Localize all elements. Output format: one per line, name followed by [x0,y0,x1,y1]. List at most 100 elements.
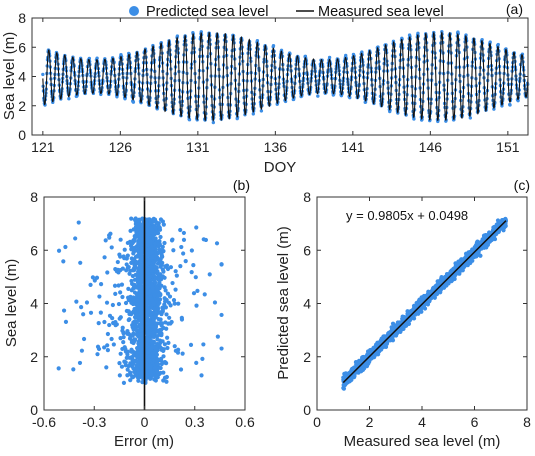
error-point [125,352,130,357]
error-point [147,357,152,363]
error-point [73,236,78,241]
predicted-point [99,92,103,97]
panel-b-ytick-label: 0 [30,402,38,418]
error-point [164,379,169,384]
error-point [163,264,168,269]
panel-b-ytick-label: 2 [30,349,38,365]
error-point [153,264,158,270]
error-point [149,226,154,232]
error-point [121,335,126,340]
error-point [107,322,112,328]
error-point [94,275,100,280]
error-point [144,227,149,233]
error-point [166,300,172,305]
error-point [157,280,162,286]
error-point [121,340,126,345]
legend-predicted-label: Predicted sea level [146,4,269,20]
predicted-vs-measured-point [430,286,436,291]
predicted-point [187,118,192,122]
panel-c-plot-area [341,216,508,391]
predicted-point [348,95,352,100]
predicted-point [316,94,320,98]
predicted-vs-measured-point [404,323,409,328]
error-point [98,282,104,287]
error-point [148,239,153,244]
error-point [170,237,175,242]
predicted-vs-measured-point [451,266,456,271]
error-point [135,355,140,360]
predicted-vs-measured-point [386,330,392,335]
error-point [147,368,152,374]
error-point [159,327,164,332]
panel-a-xtick-label: 151 [496,139,520,155]
error-point [76,220,81,225]
panel-a-xtick-label: 136 [264,139,288,155]
error-point [149,303,154,308]
error-point [164,374,169,380]
predicted-vs-measured-point [495,222,500,228]
error-point [133,372,139,377]
error-point [104,300,110,305]
predicted-point [175,34,180,38]
error-point [150,324,155,329]
error-point [160,244,165,249]
predicted-vs-measured-point [465,263,470,268]
panel-a-ytick-label: 2 [18,98,26,114]
error-point [105,270,110,275]
panel-a-ytick-label: 4 [18,69,26,85]
error-point [150,254,155,259]
error-point [155,357,160,362]
error-point [131,257,137,262]
error-point [195,288,200,293]
error-point [117,373,122,378]
error-point [155,231,161,236]
error-point [150,289,155,294]
error-point [79,348,85,353]
error-point [155,337,160,342]
error-point [194,360,199,365]
error-point [144,280,150,285]
error-point [146,329,152,334]
error-point [118,351,123,356]
panel-b-ytick-label: 6 [30,242,38,258]
error-point [153,321,158,326]
error-point [135,294,140,299]
panel-c-label: (c) [514,177,530,193]
predicted-point [95,56,99,60]
error-point [178,264,183,269]
error-point [153,225,158,230]
predicted-vs-measured-point [400,314,405,319]
error-point [81,336,87,342]
error-point [159,262,164,267]
error-point [191,263,196,268]
error-point [108,231,113,236]
error-point [61,308,67,313]
error-point [158,272,163,277]
error-point [160,307,165,312]
panel-c-ytick-label: 0 [303,402,311,418]
error-point [138,252,143,257]
error-point [179,315,184,320]
panel-b-xtick-label: -0.3 [82,414,106,430]
error-point [157,297,163,302]
predicted-point [199,30,203,34]
error-point [137,233,142,239]
error-point [137,264,142,270]
panel-b-xlabel: Error (m) [114,433,174,450]
error-point [63,244,68,250]
error-point [158,234,163,240]
error-point [165,345,170,351]
error-point [153,241,158,246]
error-point [113,291,118,296]
error-point [127,311,132,317]
error-point [163,299,168,304]
error-point [164,312,169,317]
panel-c-xlabel: Measured sea level (m) [344,433,501,450]
error-point [105,348,110,353]
predicted-point [271,44,276,48]
predicted-point [508,103,512,107]
panel-b-xtick-label: 0 [141,414,149,430]
error-point [130,358,135,363]
error-point [120,266,125,271]
